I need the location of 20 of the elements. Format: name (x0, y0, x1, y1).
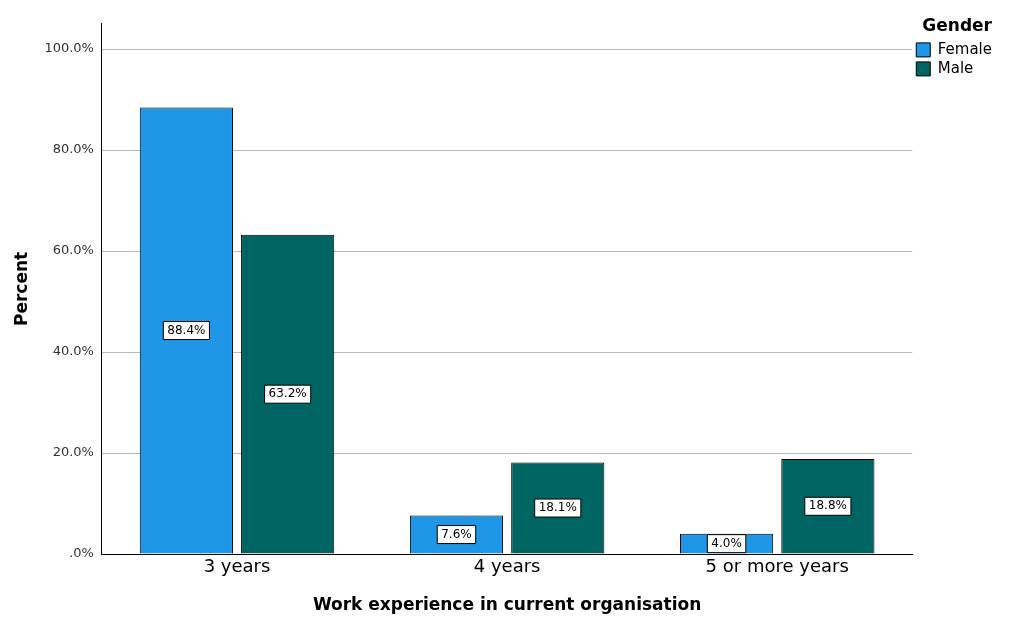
legend-label: Female (937, 39, 993, 58)
data-label: 88.4% (167, 322, 206, 337)
legend-title: Gender (922, 14, 993, 35)
x-tick-label: 5 or more years (705, 555, 849, 577)
x-tick-label: 4 years (473, 555, 541, 577)
data-label: 4.0% (711, 535, 742, 550)
data-label: 7.6% (441, 526, 472, 541)
y-tick-label: 100.0% (44, 40, 94, 56)
y-axis-title: Percent (10, 251, 31, 327)
data-label: 18.8% (808, 498, 847, 513)
data-label: 18.1% (538, 500, 577, 515)
y-tick-label: 20.0% (52, 444, 94, 460)
legend-label: Male (937, 58, 974, 77)
y-tick-label: .0% (69, 545, 94, 561)
y-tick-label: 80.0% (52, 141, 94, 157)
x-axis-title: Work experience in current organisation (312, 594, 702, 615)
y-tick-label: 60.0% (52, 242, 94, 258)
y-tick-label: 40.0% (52, 343, 94, 359)
data-label: 63.2% (268, 386, 307, 401)
x-tick-label: 3 years (203, 555, 271, 577)
